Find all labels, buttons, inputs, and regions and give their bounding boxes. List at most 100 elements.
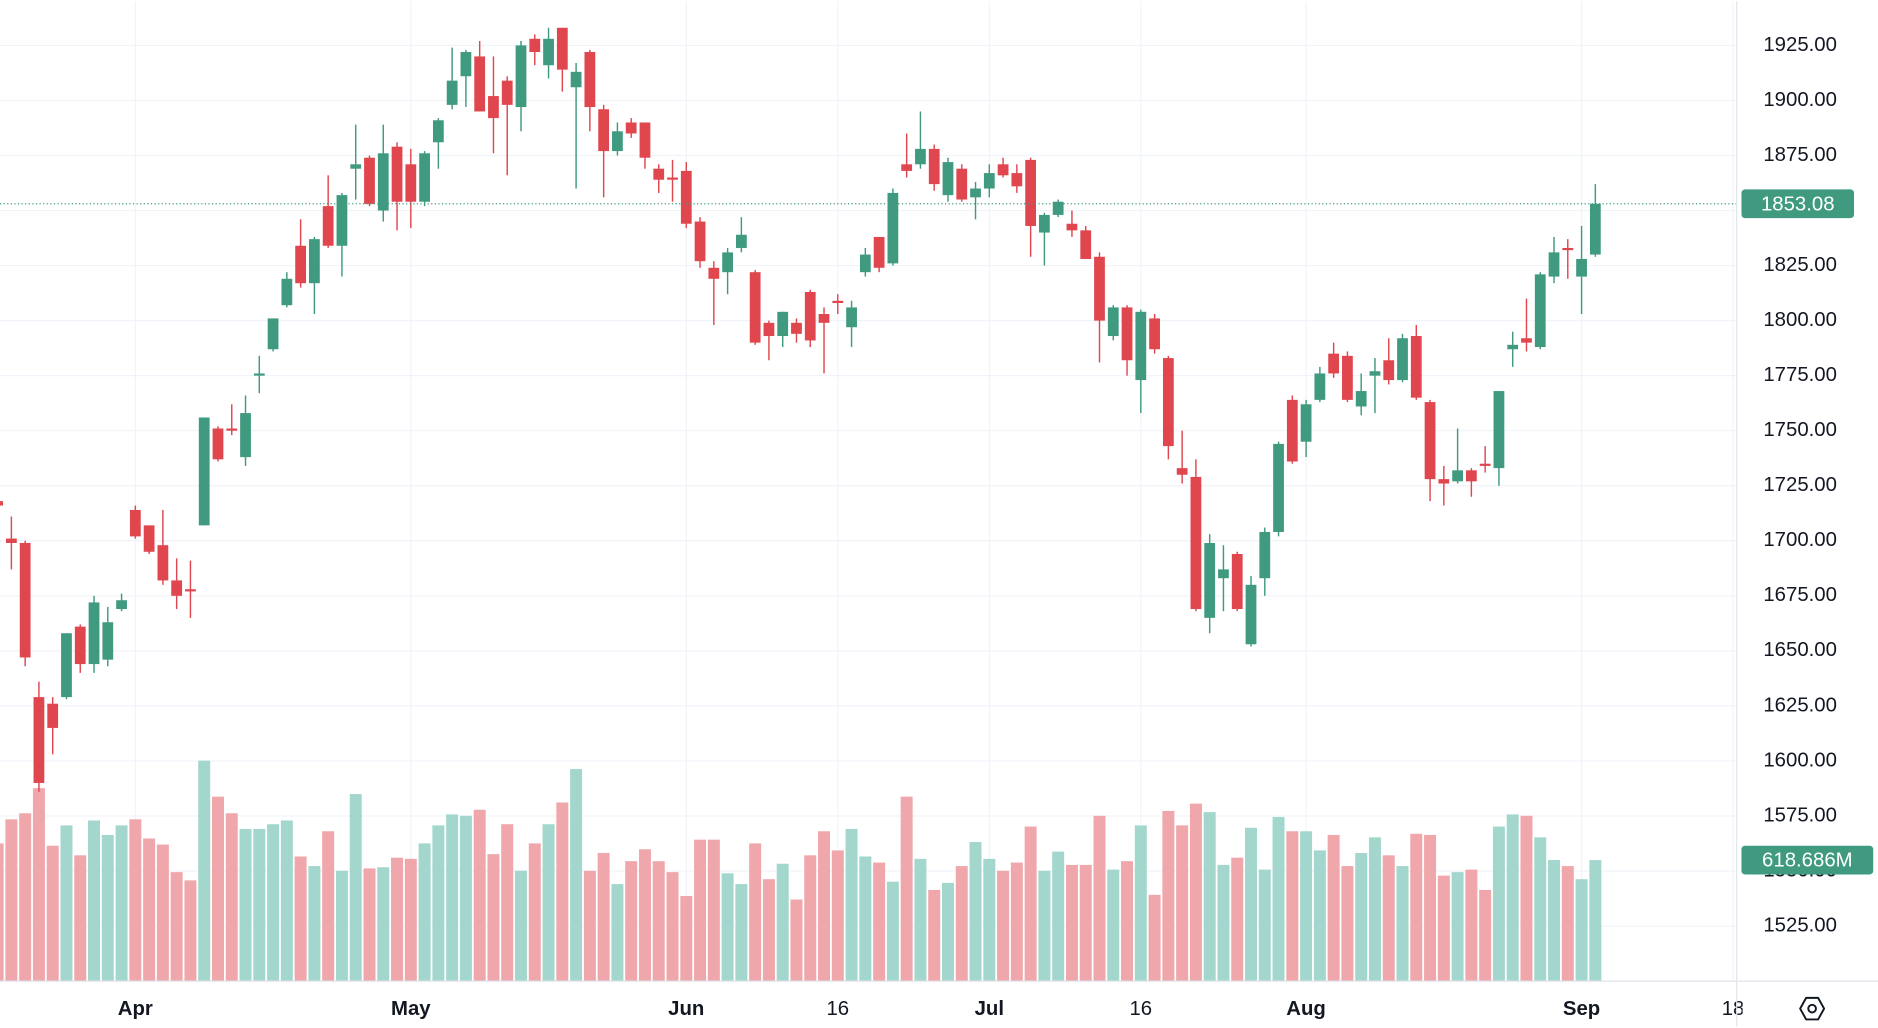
volume-bar xyxy=(1203,812,1216,982)
candle-body xyxy=(1576,258,1587,277)
candle-body xyxy=(1245,584,1257,645)
candle-body xyxy=(625,122,637,134)
volume-bar xyxy=(349,794,362,982)
y-tick-label: 1700.00 xyxy=(1763,529,1837,551)
volume-bar xyxy=(501,824,514,982)
candle-body xyxy=(171,580,183,596)
volume-bar xyxy=(666,872,679,982)
candle-body xyxy=(1355,391,1367,407)
volume-bar xyxy=(74,855,87,982)
y-tick-label: 1625.00 xyxy=(1763,694,1837,716)
volume-bar xyxy=(1217,864,1230,982)
volume-bar xyxy=(1079,864,1092,982)
candle-body xyxy=(501,80,513,105)
candle-body xyxy=(391,146,403,202)
y-tick-label: 1775.00 xyxy=(1763,364,1837,386)
x-tick-label: Apr xyxy=(118,998,153,1020)
candle-body xyxy=(667,177,678,180)
candle-body xyxy=(226,428,238,431)
volume-bar xyxy=(1424,834,1437,982)
volume-bar xyxy=(1534,837,1547,982)
candle-body xyxy=(1094,256,1105,321)
volume-bar xyxy=(184,880,197,982)
candle-body xyxy=(970,188,981,198)
volume-bar xyxy=(267,824,280,982)
volume-bar xyxy=(239,828,252,982)
candle-body xyxy=(322,206,334,246)
candle-body xyxy=(474,56,486,112)
volume-bar xyxy=(1548,860,1561,982)
candle-body xyxy=(1107,307,1119,337)
candle-body xyxy=(556,27,568,70)
candle-body xyxy=(777,311,789,337)
candle-body xyxy=(267,318,279,350)
volume-bar xyxy=(1010,862,1023,982)
y-tick-label: 1675.00 xyxy=(1763,584,1837,606)
volume-bar xyxy=(776,863,789,982)
time-axis: Apr May Jun 16 Jul 16 Aug Sep 18 xyxy=(118,998,1743,1020)
volume-bar xyxy=(1589,860,1602,982)
volume-bar xyxy=(143,838,156,982)
grid xyxy=(0,1,1737,982)
candle-body xyxy=(240,413,251,458)
volume-bar xyxy=(1437,875,1450,982)
volume-bar xyxy=(1465,869,1478,982)
candle-body xyxy=(1493,391,1505,469)
volume-bar xyxy=(1162,810,1175,982)
volume-bar xyxy=(845,828,858,982)
candle-body xyxy=(818,314,830,323)
volume-bar xyxy=(225,813,238,982)
volume-bar xyxy=(88,820,101,982)
volume-bar xyxy=(886,881,899,982)
candle-body xyxy=(309,239,320,284)
candle-body xyxy=(5,538,17,543)
candle-body xyxy=(543,38,554,66)
volume-bar xyxy=(694,839,707,982)
candle-body xyxy=(846,307,857,328)
settings-icon[interactable] xyxy=(1799,996,1826,1021)
candle-body xyxy=(1300,404,1312,442)
volume-bar xyxy=(969,842,982,982)
candle-body xyxy=(1548,252,1560,277)
candle-body xyxy=(488,96,499,119)
volume-bar xyxy=(542,824,555,982)
candle-body xyxy=(1465,470,1477,482)
volume-bar xyxy=(1520,815,1533,982)
volume-bar xyxy=(1231,857,1244,982)
volume-bar xyxy=(1479,889,1492,982)
candle-body xyxy=(185,589,196,592)
volume-bar xyxy=(1575,879,1588,982)
volume-bar xyxy=(446,814,459,982)
candle-body xyxy=(1452,470,1463,482)
last-volume-label: 618.686M xyxy=(1762,850,1853,872)
y-tick-label: 1825.00 xyxy=(1763,254,1837,276)
volume-bar xyxy=(459,815,472,982)
volume-bar xyxy=(1286,831,1299,982)
volume-bar xyxy=(1245,827,1257,982)
candle-body xyxy=(584,52,596,108)
volume-bar xyxy=(790,899,803,982)
volume-bar xyxy=(0,843,4,982)
volume-bar xyxy=(5,819,18,982)
last-price-badge xyxy=(1741,189,1855,219)
candle-body xyxy=(212,428,224,460)
candle-body xyxy=(570,71,582,88)
volume-bar xyxy=(859,856,872,982)
candle-body xyxy=(639,122,651,158)
candle-body xyxy=(1314,373,1326,400)
candle-body xyxy=(1507,344,1519,350)
volume-bar xyxy=(914,858,927,982)
candle-body xyxy=(1273,443,1284,532)
volume-bar xyxy=(611,884,624,982)
candle-body xyxy=(157,545,169,581)
volume-bar xyxy=(129,819,142,982)
volume-pane xyxy=(0,760,1602,982)
candle-body xyxy=(350,164,362,169)
volume-bar xyxy=(1024,826,1037,982)
candle-body xyxy=(143,525,155,552)
volume-bar xyxy=(680,896,693,982)
y-tick-label: 1600.00 xyxy=(1763,749,1837,771)
candle-body xyxy=(198,417,210,526)
candle-body xyxy=(653,168,665,180)
candle-body xyxy=(1424,402,1436,480)
